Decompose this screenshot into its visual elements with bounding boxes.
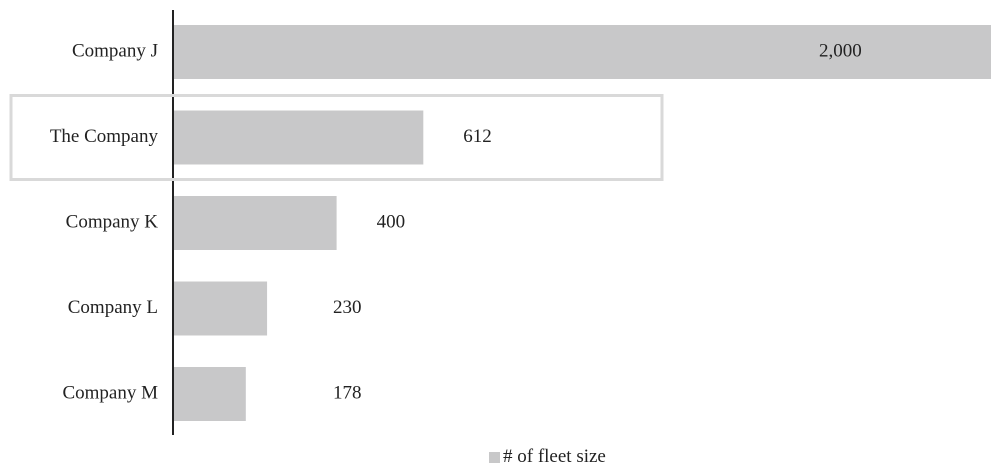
bar-the-company <box>173 110 424 165</box>
legend-swatch <box>489 451 500 463</box>
value-label-company-j: 2,000 <box>819 40 862 61</box>
category-label-company-l: Company L <box>68 297 158 318</box>
bar-company-j <box>173 25 991 79</box>
bar-company-m <box>173 367 246 421</box>
value-label-the-company: 612 <box>463 126 492 147</box>
category-label-company-k: Company K <box>66 211 159 232</box>
bar-company-k <box>173 196 337 250</box>
bar-company-l <box>173 281 268 336</box>
chart-legend: # of fleet size <box>489 446 606 468</box>
category-label-the-company: The Company <box>50 126 159 147</box>
highlight-box <box>9 94 664 181</box>
value-label-company-m: 178 <box>333 382 362 403</box>
category-label-company-m: Company M <box>62 382 158 403</box>
legend-label: # of fleet size <box>503 446 606 467</box>
value-label-company-l: 230 <box>333 297 362 318</box>
category-label-company-j: Company J <box>72 40 158 61</box>
value-label-company-k: 400 <box>377 211 406 232</box>
